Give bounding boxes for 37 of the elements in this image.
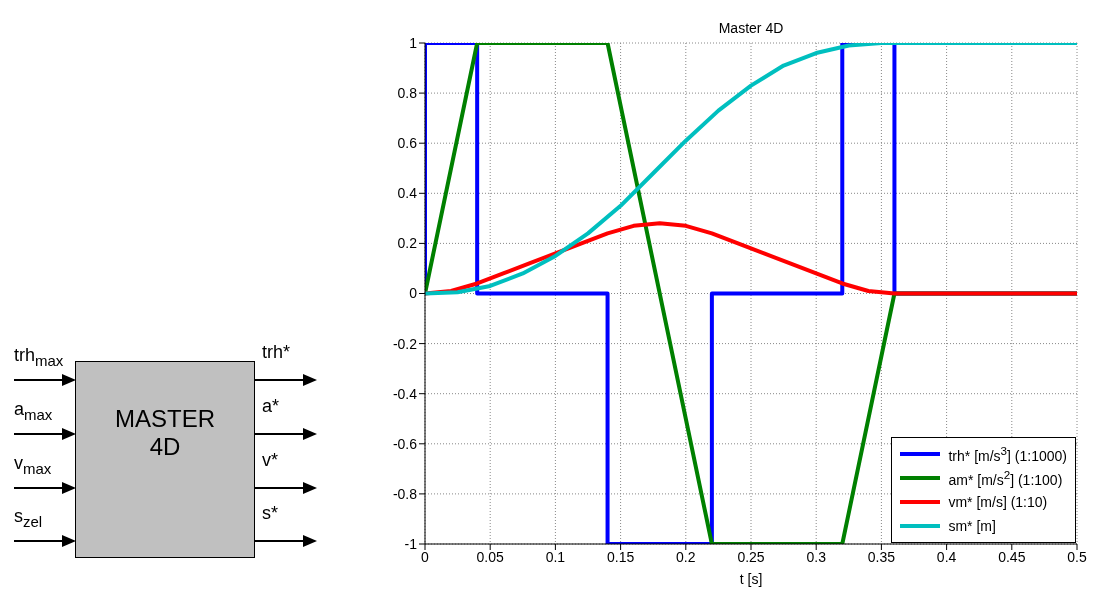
- x-tick-label: 0.05: [476, 548, 505, 565]
- y-tick-label: 0.6: [397, 135, 418, 152]
- text: v$_{max}$: [14, 453, 52, 477]
- x-tick-label: 0.15: [606, 548, 635, 565]
- y-tick-label: -0.2: [392, 335, 418, 352]
- legend-label: am* [m/s$^{2}$] (1:100): [948, 468, 1063, 488]
- x-tick-label: 0.4: [936, 548, 957, 565]
- text: a*: [262, 396, 280, 416]
- text: trh*: [262, 342, 291, 362]
- legend-label: trh* [m/s$^{3}$] (1:1000): [948, 444, 1067, 464]
- text: a$_{max}$: [14, 399, 53, 423]
- x-tick-label: 0.25: [737, 548, 765, 565]
- x-tick-label: 0.5: [1067, 548, 1087, 565]
- y-tick-label: 0.8: [397, 85, 418, 102]
- chart-title: Master 4D: [718, 20, 784, 36]
- x-tick-label: 0.1: [545, 548, 566, 565]
- x-tick-label: 0.3: [806, 548, 827, 565]
- text: s$_{zel}$: [14, 506, 43, 530]
- y-tick-label: -0.6: [392, 435, 418, 452]
- y-tick-label: 0.2: [397, 235, 418, 252]
- y-tick-label: -0.4: [392, 385, 418, 402]
- y-tick-label: 1: [409, 34, 418, 51]
- text: trh$_{max}$: [14, 345, 64, 369]
- x-axis-title: t [s]: [739, 571, 763, 587]
- x-tick-label: 0.45: [998, 548, 1026, 565]
- x-tick-label: 0: [421, 548, 430, 565]
- y-tick-label: -0.8: [392, 485, 418, 502]
- x-tick-label: 0.35: [867, 548, 896, 565]
- legend-label: vm* [m/s] (1:10): [948, 494, 1048, 510]
- legend-label: sm* [m]: [948, 518, 996, 534]
- y-tick-label: -1: [404, 535, 418, 552]
- text: s*: [262, 503, 279, 523]
- x-tick-label: 0.2: [676, 548, 696, 565]
- y-tick-label: 0.4: [397, 185, 418, 202]
- text: MASTER 4D: [114, 405, 215, 460]
- y-tick-label: 0: [409, 285, 418, 302]
- text: v*: [262, 450, 279, 470]
